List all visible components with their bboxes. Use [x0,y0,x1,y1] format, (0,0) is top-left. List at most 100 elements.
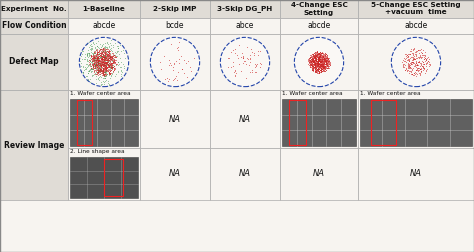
Point [96,75,103,79]
Point [98,59,105,63]
Point [93,49,100,53]
Point [320,67,328,71]
Point [319,55,327,59]
Point [100,63,108,67]
Point [311,65,319,69]
Point [311,62,319,66]
Point [230,70,237,74]
Point [95,54,102,58]
Point [157,67,165,71]
Point [93,65,100,69]
Point [107,53,114,57]
Point [101,54,109,58]
Point [420,62,428,66]
Point [99,68,106,72]
Point [84,71,91,75]
Text: NA: NA [313,170,325,178]
Point [102,60,110,64]
Point [312,57,319,61]
Point [99,54,106,58]
Point [86,56,93,60]
Point [165,58,173,62]
Point [92,64,100,68]
Point [316,54,323,58]
Point [106,65,113,69]
Point [104,65,112,69]
Point [321,51,329,55]
Point [100,54,108,58]
Point [88,53,95,57]
Point [93,56,101,60]
Point [107,61,115,65]
Point [407,69,415,73]
Point [411,50,419,54]
Point [96,55,104,59]
Point [316,65,324,69]
Point [83,62,91,66]
Point [95,52,102,56]
Point [100,49,107,53]
Point [323,62,331,66]
Point [423,56,430,60]
Point [243,55,251,59]
Point [100,64,107,68]
Point [109,72,116,76]
Point [306,53,314,57]
Point [416,60,423,64]
Point [229,48,237,52]
Point [307,65,314,69]
Point [311,61,319,65]
Point [413,62,420,67]
Point [313,61,321,66]
Point [99,59,106,63]
Point [96,54,103,58]
Point [93,58,101,62]
Point [321,59,329,63]
Point [305,59,312,63]
Point [415,63,422,67]
Point [324,57,331,61]
Point [98,44,106,48]
Point [102,69,110,73]
Point [311,54,319,58]
Point [412,71,420,75]
Point [102,49,109,53]
Point [416,54,424,58]
Point [100,61,107,65]
Point [101,70,109,74]
Point [92,58,100,62]
Point [96,69,104,73]
Point [305,63,312,67]
Point [231,69,238,73]
Point [418,51,425,55]
Point [311,53,319,57]
Point [90,51,97,55]
Point [96,56,103,60]
Point [102,71,110,75]
Point [102,64,109,68]
Point [99,66,107,70]
Point [310,62,318,66]
Point [321,58,328,62]
Point [91,46,99,50]
Point [319,55,326,59]
Point [309,68,316,72]
Point [321,55,328,59]
Point [409,60,416,65]
Point [98,55,106,59]
Point [97,69,104,73]
Point [94,70,102,74]
Point [99,52,107,56]
Point [314,66,322,70]
Point [313,54,320,58]
Point [309,61,316,65]
Point [418,50,425,54]
Point [98,59,105,63]
Point [99,71,106,75]
Point [165,63,173,67]
Point [323,66,331,70]
Point [413,64,420,68]
Point [118,72,125,76]
Point [100,52,107,56]
Point [97,51,104,55]
